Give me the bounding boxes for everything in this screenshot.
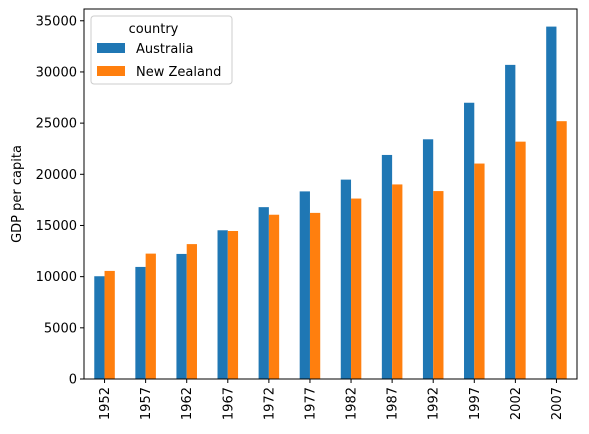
legend-entry-label: New Zealand bbox=[136, 65, 221, 80]
bar-new-zealand-2002 bbox=[515, 141, 526, 379]
bar-new-zealand-1957 bbox=[145, 253, 156, 379]
bar-new-zealand-1962 bbox=[186, 244, 197, 379]
bars-group bbox=[94, 26, 567, 380]
x-tick-label: 2002 bbox=[509, 387, 524, 420]
bar-new-zealand-1952 bbox=[104, 270, 115, 379]
x-tick-label: 1997 bbox=[468, 387, 483, 420]
x-tick-label: 1952 bbox=[98, 387, 113, 420]
bar-australia-1977 bbox=[299, 191, 310, 379]
legend-swatch bbox=[97, 66, 125, 76]
y-tick-label: 20000 bbox=[36, 168, 77, 183]
y-tick-label: 0 bbox=[69, 373, 77, 388]
bar-new-zealand-2007 bbox=[556, 121, 567, 380]
x-tick-label: 2007 bbox=[550, 387, 565, 420]
x-tick-label: 1977 bbox=[303, 387, 318, 420]
bar-australia-1987 bbox=[381, 154, 393, 379]
plot-frame bbox=[83, 8, 578, 380]
y-tick-label: 5000 bbox=[44, 321, 77, 336]
x-tick-label: 1982 bbox=[345, 387, 360, 420]
x-tick-label: 1962 bbox=[180, 387, 195, 420]
bar-australia-1962 bbox=[176, 253, 187, 379]
legend: country Australia New Zealand bbox=[90, 15, 233, 85]
x-tick-label: 1957 bbox=[139, 387, 154, 420]
bar-new-zealand-1992 bbox=[433, 191, 444, 379]
legend-entries: Australia New Zealand bbox=[97, 42, 221, 80]
bar-australia-1967 bbox=[217, 230, 228, 379]
bar-australia-1982 bbox=[340, 179, 352, 379]
y-axis: 0 5000 10000 15000 20000 25000 30000 35000 bbox=[36, 14, 84, 388]
x-tick-label: 1972 bbox=[262, 387, 277, 420]
y-tick-label: 10000 bbox=[36, 270, 77, 285]
y-axis-label: GDP per capita bbox=[10, 145, 25, 243]
x-tick-label: 1992 bbox=[427, 387, 442, 420]
legend-entry-label: Australia bbox=[136, 42, 194, 57]
bar-new-zealand-1997 bbox=[474, 163, 485, 379]
y-tick-label: 15000 bbox=[36, 219, 77, 234]
x-tick-label: 1987 bbox=[386, 387, 401, 420]
bar-new-zealand-1987 bbox=[392, 184, 403, 379]
bar-australia-1952 bbox=[94, 276, 105, 379]
y-tick-label: 35000 bbox=[36, 14, 77, 29]
bar-australia-1997 bbox=[464, 102, 475, 379]
bar-new-zealand-1967 bbox=[227, 231, 239, 379]
bar-australia-1992 bbox=[422, 139, 434, 379]
bar-australia-2002 bbox=[505, 64, 516, 379]
bar-australia-1972 bbox=[258, 207, 269, 379]
bar-australia-2007 bbox=[546, 26, 557, 379]
x-axis: 1952 1957 1962 1967 1972 1977 1982 1987 1992 1997… bbox=[98, 379, 565, 420]
bar-new-zealand-1977 bbox=[309, 212, 321, 379]
x-tick-label: 1967 bbox=[221, 387, 236, 420]
bar-new-zealand-1982 bbox=[351, 198, 362, 379]
bar-new-zealand-1972 bbox=[268, 214, 280, 379]
y-tick-label: 30000 bbox=[36, 65, 77, 80]
legend-title: country bbox=[129, 22, 179, 37]
bar-australia-1957 bbox=[135, 266, 146, 379]
y-tick-label: 25000 bbox=[36, 117, 77, 132]
legend-swatch bbox=[97, 43, 125, 53]
legend-box bbox=[90, 15, 233, 85]
